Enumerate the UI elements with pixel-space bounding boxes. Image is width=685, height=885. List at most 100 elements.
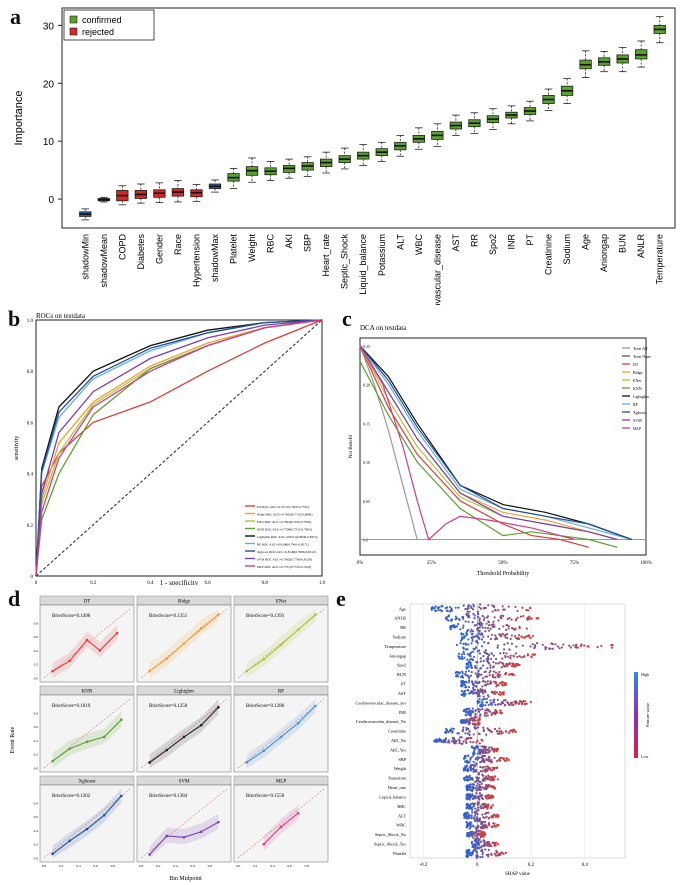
x-tick-label: 0.8	[111, 864, 116, 868]
calibration-point	[296, 628, 300, 631]
shap-point	[507, 605, 510, 608]
shap-point	[465, 788, 468, 791]
colorbar	[634, 672, 638, 758]
shap-point	[479, 769, 482, 773]
legend-label: confirmed	[82, 15, 122, 25]
shap-point	[465, 721, 468, 724]
shap-point	[487, 755, 490, 758]
beeswarm-row-Septic_Shock_No	[465, 829, 487, 840]
y-tick-label: 0.2	[34, 843, 39, 847]
shap-point	[475, 838, 478, 841]
shap-point	[490, 845, 493, 848]
shap-point	[501, 605, 504, 608]
shap-point	[471, 639, 474, 643]
shap-point	[470, 690, 473, 693]
shap-point	[472, 688, 475, 691]
shap-point	[478, 820, 481, 823]
x-tick-label: AST	[451, 234, 461, 252]
shap-point	[499, 652, 502, 655]
shap-point	[463, 652, 466, 655]
feature-label: Cerebrovascular_disease_yes	[355, 700, 406, 705]
beeswarm-row-AST	[460, 688, 505, 698]
shap-point	[486, 765, 489, 768]
shap-point	[480, 822, 483, 825]
shap-point	[489, 637, 493, 641]
ideal-diagonal	[140, 698, 228, 769]
x-tick-label: Heart_rate	[321, 234, 331, 277]
shap-point	[478, 621, 481, 625]
shap-point	[472, 612, 475, 615]
shap-point	[496, 672, 500, 676]
shap-point	[464, 738, 467, 741]
shap-point	[466, 795, 469, 798]
shap-point	[478, 619, 481, 622]
shap-point	[468, 766, 471, 769]
shap-point	[491, 804, 494, 807]
shap-point	[461, 676, 465, 679]
shap-point	[479, 714, 482, 717]
ideal-diagonal	[237, 608, 325, 679]
legend-box	[63, 9, 155, 41]
shap-point	[466, 761, 470, 764]
shap-point	[506, 617, 509, 621]
dca-line-ENet	[359, 345, 618, 541]
facet-RF: RF BrierScore=0.1286	[233, 685, 329, 773]
shap-point	[494, 708, 497, 712]
facet-title: Xgboost	[79, 780, 97, 785]
calibration-point	[279, 825, 283, 829]
shap-point	[484, 768, 487, 772]
shap-point	[466, 754, 470, 757]
shap-point	[464, 620, 467, 623]
shap-point	[480, 782, 483, 785]
x-tick-label: Race	[173, 234, 183, 255]
legend-swatch	[69, 27, 78, 36]
y-tick-label: 0.05	[363, 499, 370, 504]
y-tick-label: 0.0	[34, 677, 39, 681]
facet-SVM: SVM BrierScore=0.1384	[136, 775, 232, 863]
shap-point	[556, 645, 560, 648]
shap-point	[503, 665, 507, 668]
shap-point	[467, 833, 470, 836]
shap-point	[483, 842, 486, 846]
shap-point	[516, 609, 519, 613]
shap-point	[484, 680, 487, 684]
shap-point	[502, 651, 505, 655]
beeswarm-row-Spo2	[465, 659, 521, 670]
shap-point	[523, 655, 526, 658]
shap-point	[475, 812, 479, 815]
legend-label: ENet	[633, 378, 642, 383]
shap-point	[458, 617, 461, 621]
shap-point	[484, 704, 487, 707]
shap-point	[476, 700, 479, 703]
shap-point	[484, 630, 487, 633]
shap-point	[466, 817, 469, 820]
shap-point	[494, 703, 497, 706]
facet-title: ENet	[276, 600, 287, 605]
shap-point	[483, 714, 486, 717]
shap-point	[482, 618, 486, 621]
shap-point	[467, 681, 471, 684]
calibration-point	[85, 827, 89, 831]
shap-point	[504, 656, 507, 659]
shap-point	[450, 740, 454, 743]
box-shadowMax	[208, 179, 222, 193]
calibration-point	[120, 794, 123, 798]
shap-point	[476, 688, 480, 692]
shap-point	[468, 797, 471, 800]
shap-point	[478, 752, 481, 755]
shap-point	[455, 670, 458, 674]
shap-point	[504, 636, 507, 639]
y-axis-title: Event Rate	[10, 726, 16, 753]
shap-point	[487, 757, 490, 761]
confidence-band	[52, 711, 122, 768]
calibration-point	[217, 613, 220, 616]
shap-point	[515, 645, 518, 648]
shap-point	[485, 658, 488, 661]
shap-point	[535, 617, 538, 620]
shap-point	[473, 810, 476, 814]
shap-point	[463, 768, 466, 771]
y-tick-label: 0.25	[363, 344, 370, 349]
shap-point	[506, 642, 509, 645]
feature-label: RBC	[397, 804, 406, 809]
shap-point	[473, 839, 476, 842]
